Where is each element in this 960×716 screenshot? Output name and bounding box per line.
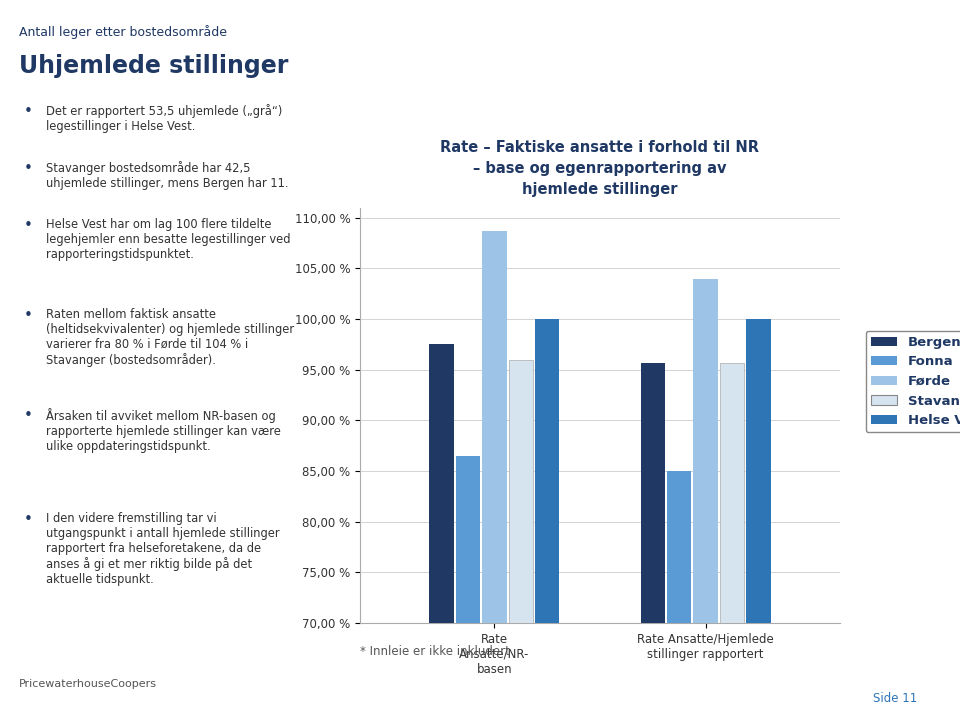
Legend: Bergen, Fonna, Førde, Stavanger, Helse Vest: Bergen, Fonna, Førde, Stavanger, Helse V… [866,331,960,432]
Text: * Innleie er ikke inkludert: * Innleie er ikke inkludert [360,645,510,658]
Text: Uhjemlede stillinger: Uhjemlede stillinger [19,54,289,78]
Bar [640,362,665,716]
Text: Årsaken til avviket mellom NR-basen og
rapporterte hjemlede stillinger kan være
: Årsaken til avviket mellom NR-basen og r… [46,408,281,453]
Bar [482,231,507,716]
Text: Raten mellom faktisk ansatte
(heltidsekvivalenter) og hjemlede stillinger
varier: Raten mellom faktisk ansatte (heltidsekv… [46,308,294,367]
Text: •: • [24,161,33,176]
Text: Antall leger etter bostedsområde: Antall leger etter bostedsområde [19,25,228,39]
Bar [746,319,771,716]
Text: •: • [24,408,33,423]
Bar [509,359,533,716]
Text: Helse Vest har om lag 100 flere tildelte
legehjemler enn besatte legestillinger : Helse Vest har om lag 100 flere tildelte… [46,218,291,261]
Text: Stavanger bostedsområde har 42,5
uhjemlede stillinger, mens Bergen har 11.: Stavanger bostedsområde har 42,5 uhjemle… [46,161,289,190]
Text: •: • [24,512,33,527]
Bar [720,362,744,716]
Text: Det er rapportert 53,5 uhjemlede („grå“)
legestillinger i Helse Vest.: Det er rapportert 53,5 uhjemlede („grå“)… [46,104,282,132]
Bar [693,279,718,716]
Title: Rate – Faktiske ansatte i forhold til NR
– base og egenrapportering av
hjemlede : Rate – Faktiske ansatte i forhold til NR… [441,140,759,197]
Text: I den videre fremstilling tar vi
utgangspunkt i antall hjemlede stillinger
rappo: I den videre fremstilling tar vi utgangs… [46,512,279,586]
Bar [429,344,454,716]
Text: •: • [24,308,33,323]
Text: Side 11: Side 11 [873,692,917,705]
Text: •: • [24,218,33,233]
Bar [456,456,480,716]
Bar [535,319,560,716]
Text: PricewaterhouseCoopers: PricewaterhouseCoopers [19,679,157,689]
Bar [667,471,691,716]
Text: •: • [24,104,33,119]
